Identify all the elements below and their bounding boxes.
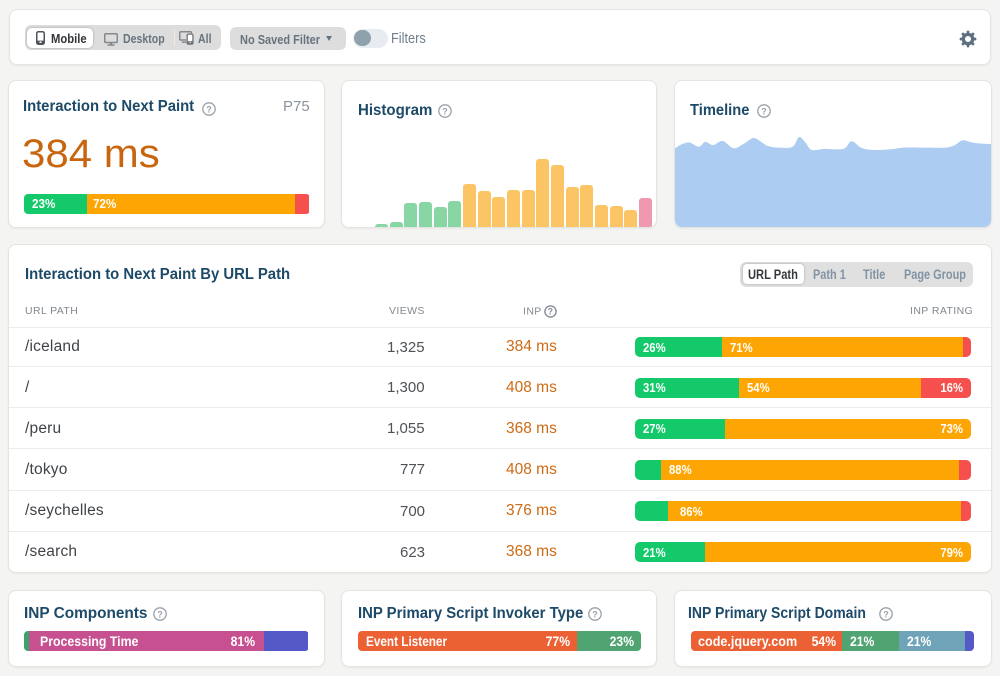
svg-text:?: ? <box>761 106 767 116</box>
svg-text:?: ? <box>206 104 212 114</box>
svg-text:?: ? <box>442 106 448 116</box>
svg-text:?: ? <box>883 609 889 619</box>
svg-text:?: ? <box>157 609 163 619</box>
svg-text:?: ? <box>592 609 598 619</box>
svg-text:?: ? <box>548 307 554 317</box>
